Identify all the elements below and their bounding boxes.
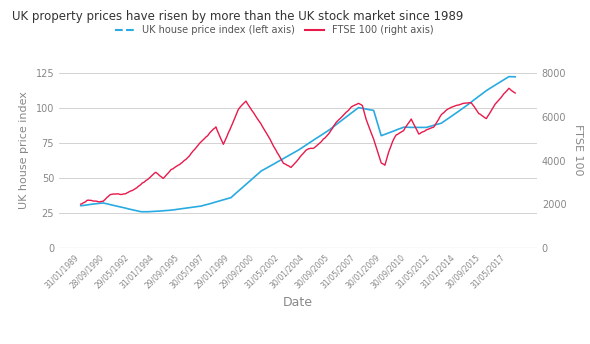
Legend: UK house price index (left axis), FTSE 100 (right axis): UK house price index (left axis), FTSE 1… <box>111 21 437 39</box>
Text: UK property prices have risen by more than the UK stock market since 1989: UK property prices have risen by more th… <box>12 10 463 23</box>
Y-axis label: UK house price index: UK house price index <box>18 91 28 208</box>
X-axis label: Date: Date <box>283 295 313 309</box>
Y-axis label: FTSE 100: FTSE 100 <box>573 124 584 175</box>
